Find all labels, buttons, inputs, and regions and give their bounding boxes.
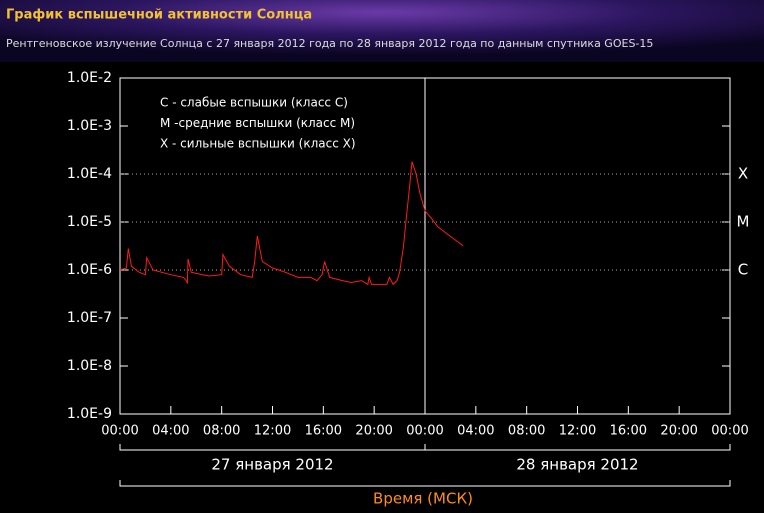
day-label: 27 января 2012 (211, 456, 333, 474)
x-tick-label: 04:00 (457, 424, 494, 439)
chart-title: График вспышечной активности Солнца (6, 8, 312, 23)
y-tick-label: 1.0E-3 (67, 118, 112, 134)
x-tick-label: 08:00 (203, 424, 240, 439)
class-label: X (738, 165, 748, 183)
y-tick-label: 1.0E-2 (67, 70, 112, 86)
x-tick-label: 00:00 (711, 424, 748, 439)
y-tick-label: 1.0E-7 (67, 310, 112, 326)
x-tick-label: 12:00 (559, 424, 596, 439)
x-tick-label: 08:00 (508, 424, 545, 439)
legend-note: M -средние вспышки (класс M) (160, 116, 355, 130)
x-tick-label: 04:00 (152, 424, 189, 439)
x-tick-label: 00:00 (101, 424, 138, 439)
y-tick-label: 1.0E-9 (67, 406, 112, 422)
chart-subtitle: Рентгеновское излучение Солнца с 27 янва… (6, 37, 653, 50)
x-axis-label: Время (МСК) (373, 490, 473, 508)
x-tick-label: 00:00 (406, 424, 443, 439)
legend-note: C - слабые вспышки (класс C) (160, 96, 348, 110)
flux-line (119, 161, 464, 286)
day-label: 28 января 2012 (516, 456, 638, 474)
day-bracket (424, 444, 731, 451)
x-tick-label: 12:00 (254, 424, 291, 439)
x-tick-label: 20:00 (355, 424, 392, 439)
x-tick-label: 16:00 (305, 424, 342, 439)
x-tick-label: 16:00 (610, 424, 647, 439)
class-label: C (738, 261, 748, 279)
day-bracket (119, 444, 426, 451)
legend-note: X - сильные вспышки (класс X) (160, 137, 356, 151)
class-label: M (737, 213, 750, 231)
y-tick-label: 1.0E-4 (67, 166, 112, 182)
y-tick-label: 1.0E-5 (67, 214, 112, 230)
bottom-bracket (119, 480, 731, 487)
x-tick-label: 20:00 (660, 424, 697, 439)
header-background (0, 0, 764, 62)
y-tick-label: 1.0E-6 (67, 262, 112, 278)
y-tick-label: 1.0E-8 (67, 358, 112, 374)
